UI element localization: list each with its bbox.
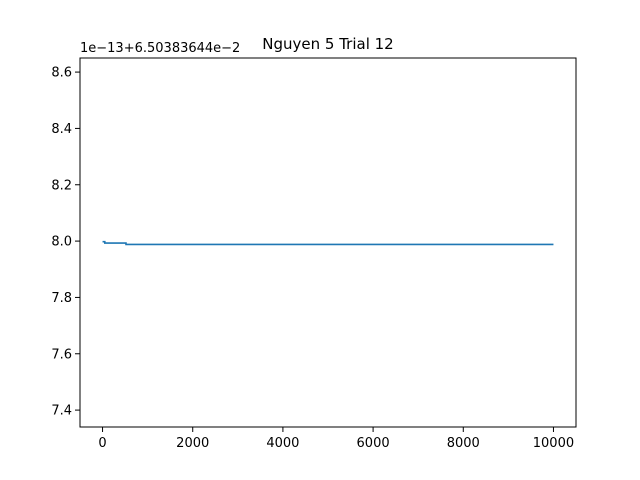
y-tick-label: 8.0	[51, 235, 72, 250]
y-offset-label: 1e−13+6.50383644e−2	[80, 41, 240, 56]
x-tick-label: 0	[98, 436, 106, 451]
x-axis-ticks: 0 2000 4000 6000 8000 10000	[98, 427, 574, 451]
y-tick-label: 8.6	[51, 66, 72, 81]
x-tick-label: 2000	[176, 436, 209, 451]
x-tick-label: 8000	[447, 436, 480, 451]
y-tick-label: 8.2	[51, 178, 72, 193]
y-tick-label: 8.4	[51, 122, 72, 137]
y-tick-label: 7.6	[51, 347, 72, 362]
chart-title: Nguyen 5 Trial 12	[262, 35, 393, 53]
y-axis-ticks: 7.4 7.6 7.8 8.0 8.2 8.4 8.6	[51, 66, 80, 419]
y-tick-label: 7.4	[51, 404, 72, 419]
y-tick-label: 7.8	[51, 291, 72, 306]
series-line	[102, 240, 554, 246]
plot-area	[80, 58, 576, 427]
plot-frame	[79, 57, 577, 428]
series-layer	[102, 240, 554, 246]
x-tick-label: 10000	[533, 436, 574, 451]
x-tick-label: 4000	[266, 436, 299, 451]
x-tick-label: 6000	[357, 436, 390, 451]
